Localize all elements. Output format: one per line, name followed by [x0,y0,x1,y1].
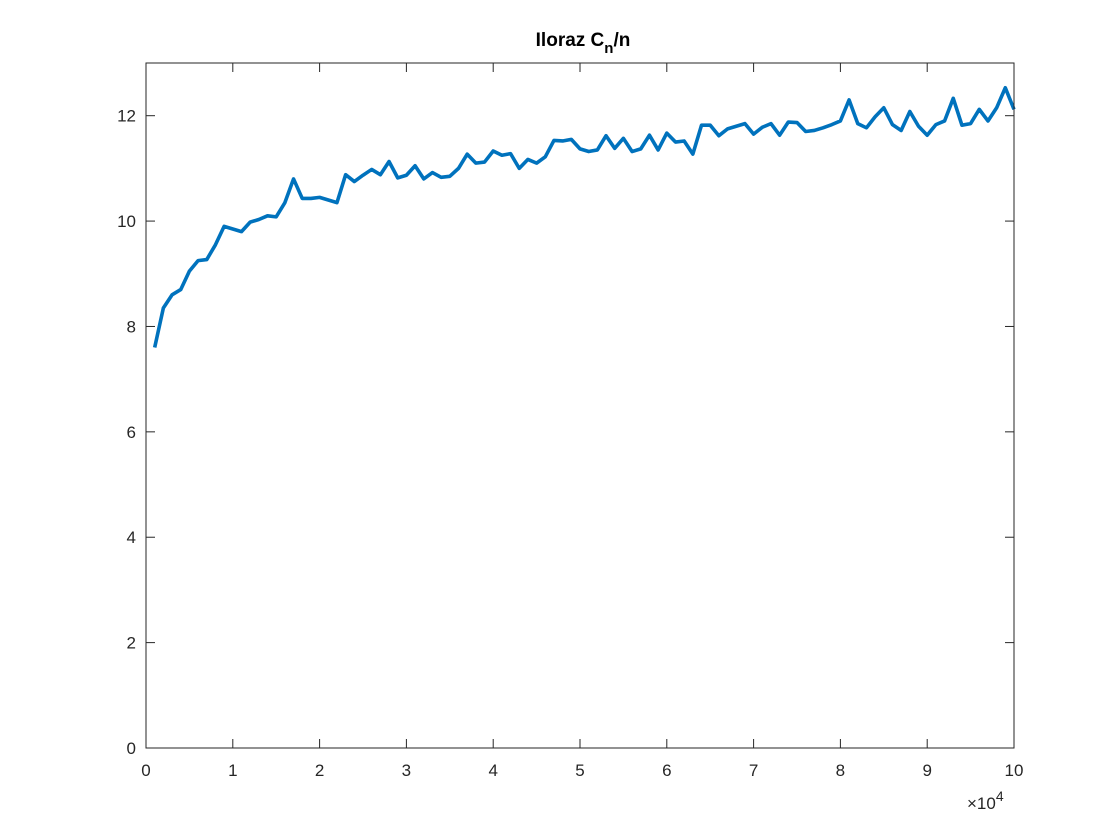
x-axis-exponent-base: ×10 [967,794,996,813]
line-layer [152,85,1016,348]
x-tick-label: 2 [315,761,324,780]
chart-title: Iloraz Cn/n [536,30,631,57]
x-tick-label: 6 [662,761,671,780]
x-tick-label: 4 [488,761,497,780]
x-tick-label: 5 [575,761,584,780]
x-tick-label: 8 [836,761,845,780]
x-tick-label: 9 [922,761,931,780]
y-tick-label: 6 [127,423,136,442]
title-tail: /n [613,30,630,51]
title-subscript: n [604,40,613,57]
y-tick-label: 0 [127,739,136,758]
y-tick-label: 2 [127,634,136,653]
x-axis-exponent: ×104 [967,788,1004,813]
series-line-1 [152,85,1016,348]
y-tick-label: 4 [127,528,136,547]
plot-area [146,63,1014,748]
x-tick-label: 0 [141,761,150,780]
y-tick-label: 10 [117,212,136,231]
title-main: Iloraz C [536,30,605,51]
y-tick-label: 8 [127,317,136,336]
x-tick-label: 1 [228,761,237,780]
x-tick-label: 10 [1005,761,1024,780]
x-tick-label: 7 [749,761,758,780]
x-axis-exponent-power: 4 [996,788,1004,804]
x-tick-label: 3 [402,761,411,780]
y-tick-label: 12 [117,107,136,126]
